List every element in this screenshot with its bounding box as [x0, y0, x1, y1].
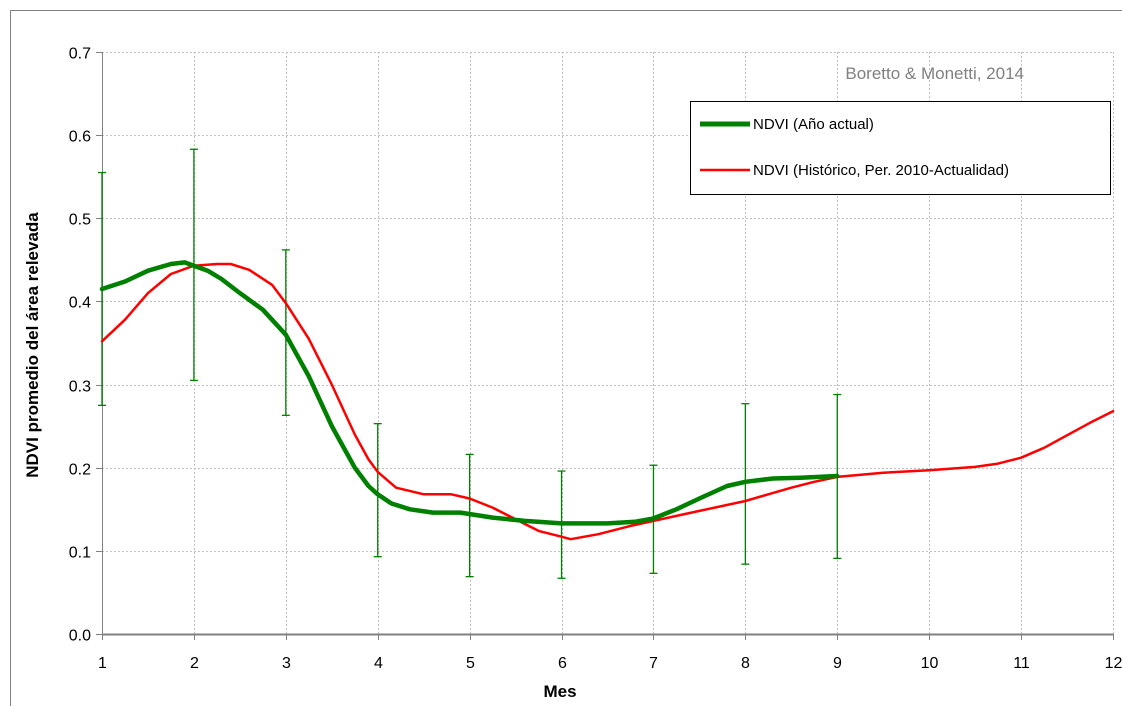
x-tick-labels: 1 2 3 4 5 6 7 8 9 10 11 12 — [98, 655, 1122, 672]
x-tick-label: 5 — [466, 655, 475, 672]
y-tick-labels: 0.0 0.1 0.2 0.3 0.4 0.5 0.6 0.7 — [69, 46, 91, 645]
legend-box — [690, 101, 1111, 195]
credit-annotation: Boretto & Monetti, 2014 — [845, 64, 1024, 83]
legend: NDVI (Año actual) NDVI (Histórico, Per. … — [690, 101, 1111, 195]
y-tick-label: 0.7 — [69, 46, 91, 63]
series-lines — [99, 260, 1115, 541]
y-tick-label: 0.3 — [69, 379, 91, 396]
legend-label-ndvi-actual: NDVI (Año actual) — [753, 116, 874, 133]
x-tick-label: 9 — [833, 655, 842, 672]
x-tick-label: 6 — [558, 655, 567, 672]
y-tick-label: 0.1 — [69, 545, 91, 562]
x-tick-label: 10 — [921, 655, 939, 672]
x-axis-title: Mes — [543, 682, 576, 701]
x-tick-label: 12 — [1105, 655, 1122, 672]
series-line-ndvi-historico — [100, 262, 1115, 541]
x-tick-label: 11 — [1013, 655, 1030, 672]
x-tick-label: 4 — [374, 655, 383, 672]
y-tick-label: 0.6 — [69, 129, 91, 146]
x-tick-label: 7 — [649, 655, 658, 672]
x-tick-label: 1 — [98, 655, 107, 672]
series-line-ndvi-actual — [99, 260, 840, 526]
y-tick-label: 0.0 — [69, 628, 91, 645]
x-tick-label: 3 — [282, 655, 291, 672]
legend-label-ndvi-historico: NDVI (Histórico, Per. 2010-Actualidad) — [753, 162, 1009, 179]
y-tick-label: 0.2 — [69, 462, 91, 479]
y-tick-label: 0.5 — [69, 212, 91, 229]
y-axis-title: NDVI promedio del área relevada — [23, 212, 42, 478]
x-tick-label: 8 — [741, 655, 750, 672]
y-tick-label: 0.4 — [69, 295, 91, 312]
x-tick-label: 2 — [190, 655, 199, 672]
